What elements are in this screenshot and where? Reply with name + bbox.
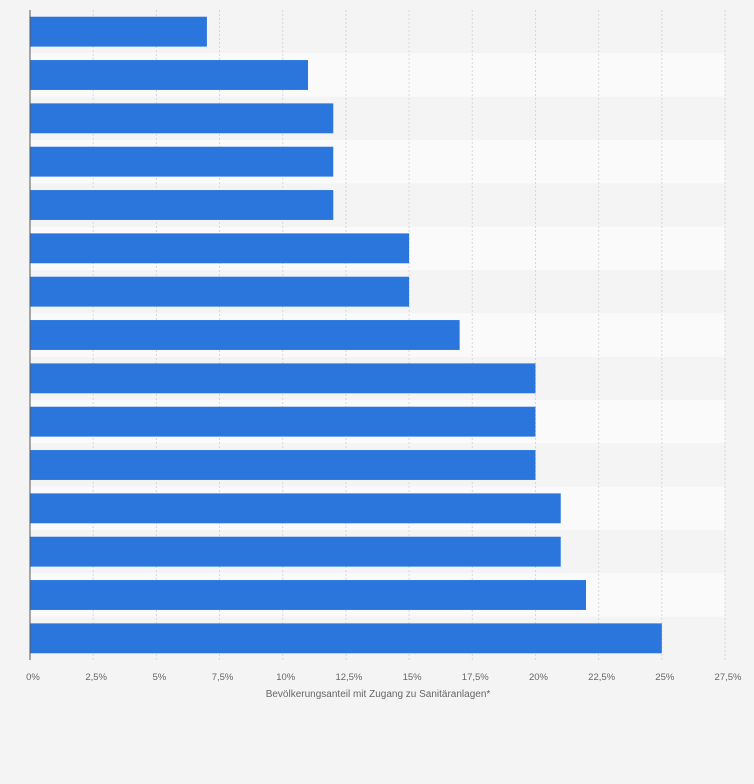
- x-tick-label: 17,5%: [462, 672, 489, 683]
- bar[interactable]: [30, 60, 308, 90]
- x-tick-label: 22,5%: [588, 672, 615, 683]
- x-tick-labels: 0% 2,5% 5% 7,5% 10% 12,5% 15% 17,5% 20% 22,5% 25% 2…: [26, 672, 742, 683]
- bar[interactable]: [30, 320, 460, 350]
- x-tick-label: 12,5%: [335, 672, 362, 683]
- bar[interactable]: [30, 363, 536, 394]
- x-tick-label: 15%: [403, 672, 423, 683]
- bar[interactable]: [30, 276, 410, 307]
- bar[interactable]: [30, 580, 586, 610]
- bar[interactable]: [30, 16, 207, 47]
- x-tick-label: 2,5%: [85, 672, 107, 683]
- x-tick-label: 27,5%: [715, 672, 742, 683]
- bar[interactable]: [30, 233, 410, 264]
- x-tick-label: 5%: [152, 672, 166, 683]
- bar[interactable]: [30, 450, 536, 480]
- x-axis-label: Bevölkerungsanteil mit Zugang zu Sanitär…: [266, 689, 491, 700]
- bar[interactable]: [30, 406, 536, 437]
- bar[interactable]: [30, 536, 561, 567]
- bar[interactable]: [30, 146, 334, 177]
- x-tick-label: 7,5%: [212, 672, 234, 683]
- bar[interactable]: [30, 623, 662, 654]
- bars: [30, 16, 662, 654]
- x-tick-label: 25%: [655, 672, 675, 683]
- x-tick-label: 0%: [26, 672, 40, 683]
- x-tick-label: 10%: [276, 672, 296, 683]
- x-tick-label: 20%: [529, 672, 549, 683]
- bar[interactable]: [30, 190, 334, 220]
- bar[interactable]: [30, 103, 334, 134]
- bar[interactable]: [30, 493, 561, 524]
